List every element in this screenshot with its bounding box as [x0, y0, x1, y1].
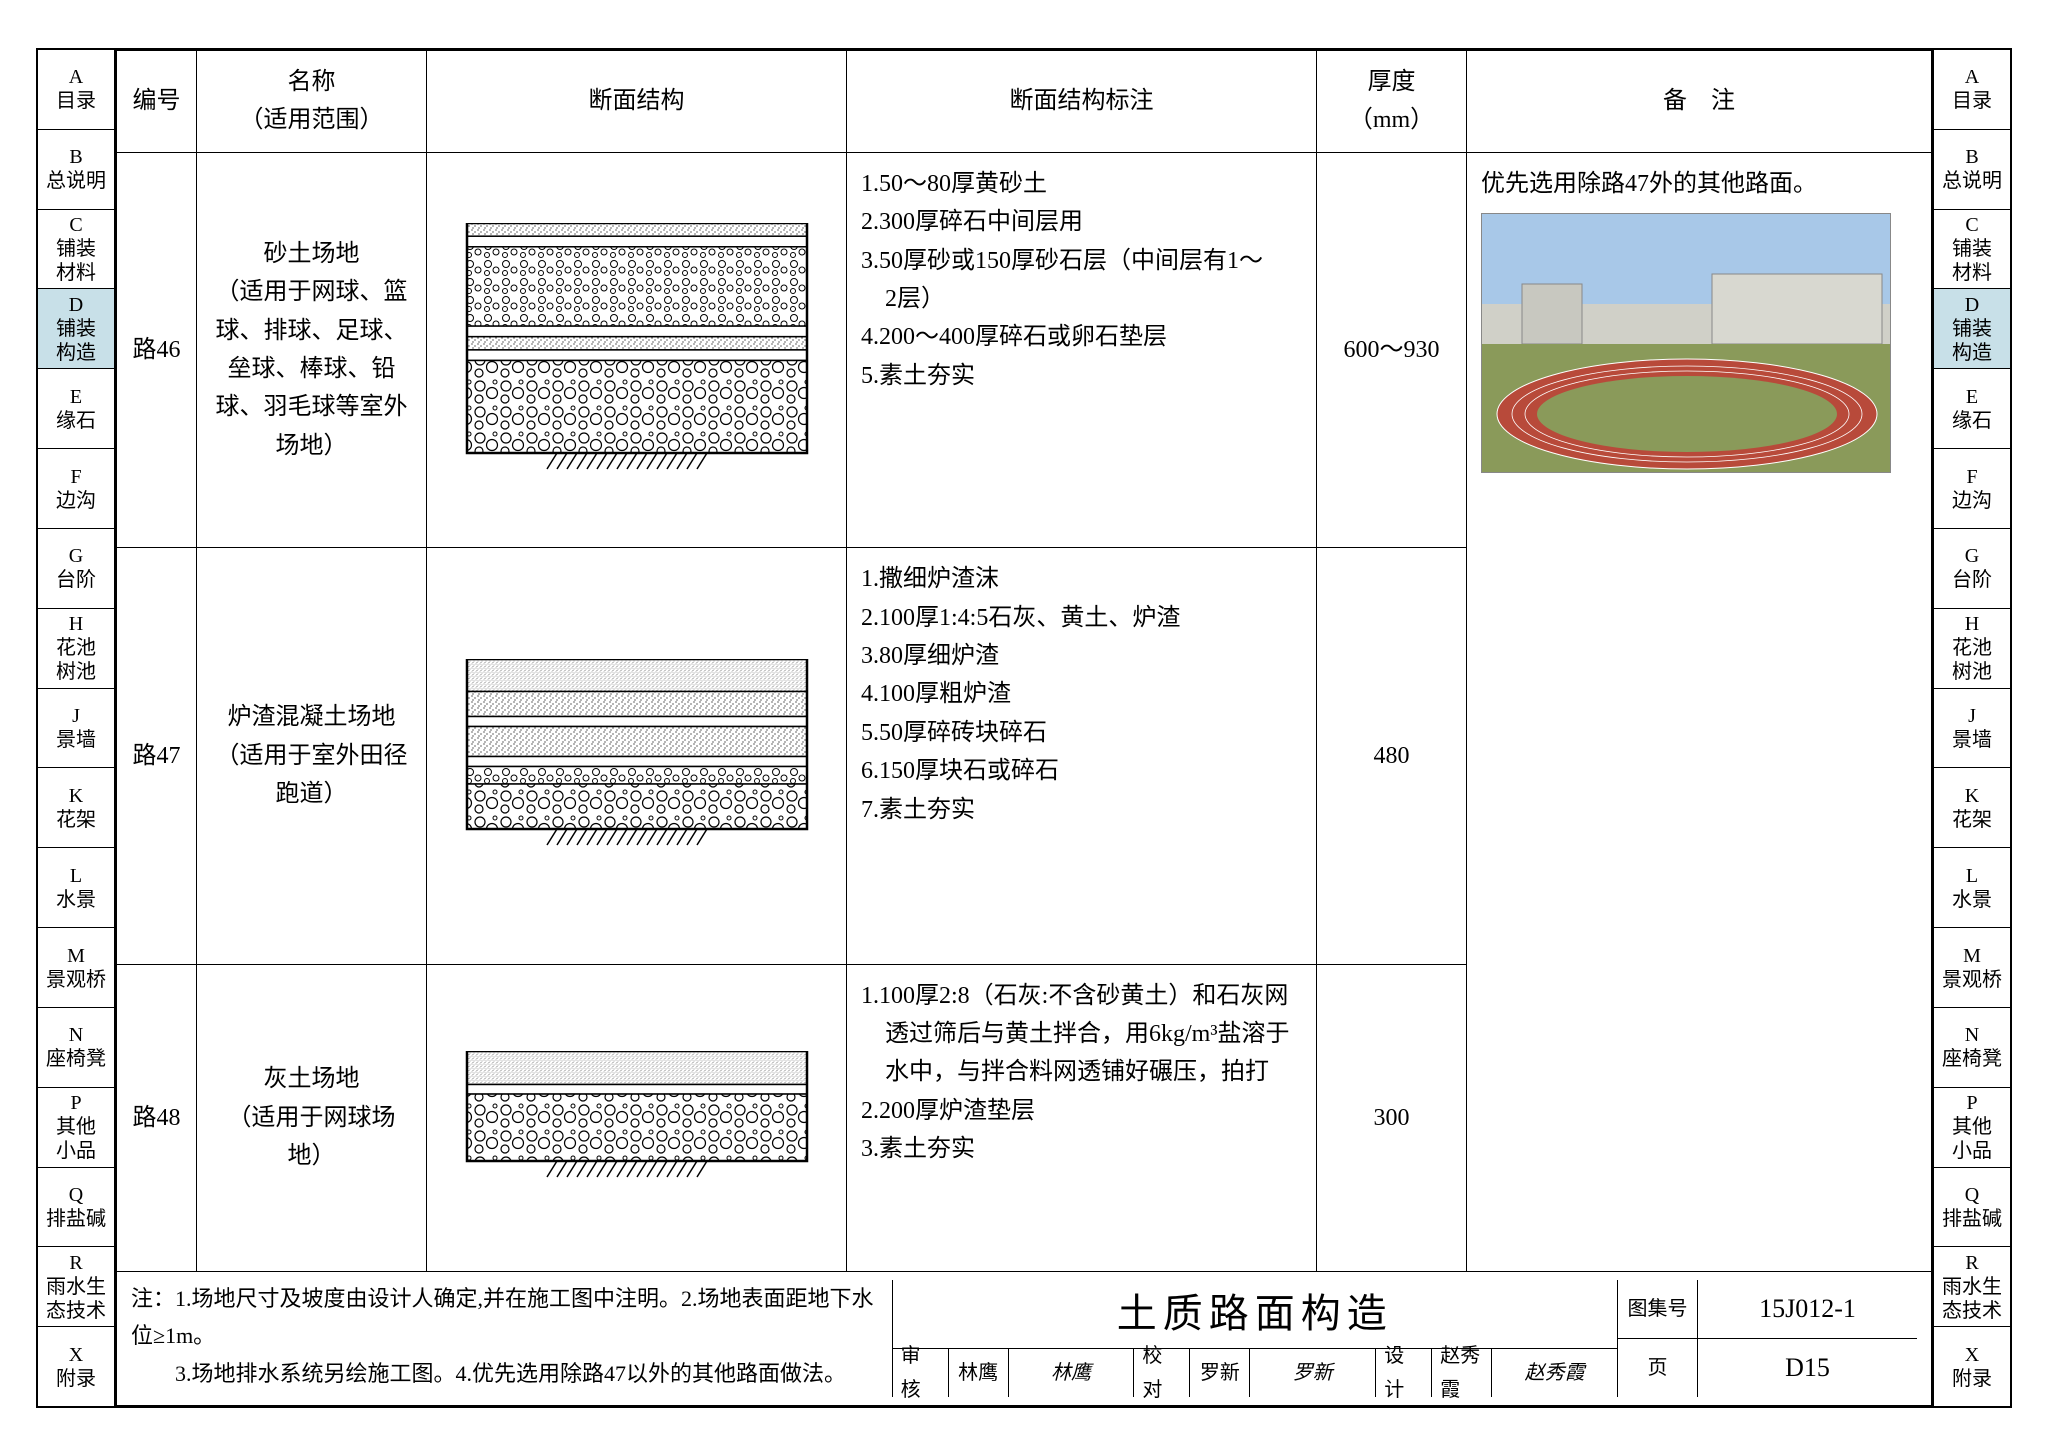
nav-item-P[interactable]: P其他小品 [1934, 1088, 2010, 1168]
header-num: 编号 [117, 51, 197, 153]
nav-item-K[interactable]: K花架 [1934, 768, 2010, 848]
nav-item-X[interactable]: X附录 [38, 1327, 114, 1406]
right-nav: A目录B总说明C铺装材料D铺装构造E缘石F边沟G台阶H花池树池J景墙K花架L水景… [1932, 48, 2012, 1408]
left-nav: A目录B总说明C铺装材料D铺装构造E缘石F边沟G台阶H花池树池J景墙K花架L水景… [36, 48, 116, 1408]
row-thick: 480 [1317, 548, 1467, 964]
sign-signature: 赵秀霞 [1492, 1349, 1617, 1397]
row-num: 路46 [117, 152, 197, 547]
reference-photo [1481, 213, 1891, 473]
nav-item-M[interactable]: M景观桥 [38, 928, 114, 1008]
row-name: 砂土场地（适用于网球、篮球、排球、足球、垒球、棒球、铅球、羽毛球等室外场地） [197, 152, 427, 547]
cross-section-diagram [447, 223, 827, 477]
nav-item-A[interactable]: A目录 [38, 50, 114, 130]
header-annot: 断面结构标注 [847, 51, 1317, 153]
row-num: 路47 [117, 548, 197, 964]
nav-item-B[interactable]: B总说明 [38, 130, 114, 210]
nav-item-X[interactable]: X附录 [1934, 1327, 2010, 1406]
nav-item-G[interactable]: G台阶 [1934, 529, 2010, 609]
header-struct: 断面结构 [427, 51, 847, 153]
nav-item-F[interactable]: F边沟 [1934, 449, 2010, 529]
nav-item-G[interactable]: G台阶 [38, 529, 114, 609]
nav-item-A[interactable]: A目录 [1934, 50, 2010, 130]
nav-item-Q[interactable]: Q排盐碱 [1934, 1168, 2010, 1248]
nav-item-C[interactable]: C铺装材料 [38, 210, 114, 290]
nav-item-F[interactable]: F边沟 [38, 449, 114, 529]
row-struct [427, 964, 847, 1272]
header-thick: 厚度（mm） [1317, 51, 1467, 153]
row-name: 灰土场地（适用于网球场地） [197, 964, 427, 1272]
nav-item-R[interactable]: R雨水生态技术 [1934, 1247, 2010, 1327]
row-annot: 1.撒细炉渣沫2.100厚1:4:5石灰、黄土、炉渣3.80厚细炉渣4.100厚… [847, 548, 1317, 964]
row-num: 路48 [117, 964, 197, 1272]
sign-signature: 林鹰 [1009, 1349, 1135, 1397]
header-name: 名称（适用范围） [197, 51, 427, 153]
sign-label: 审核 [893, 1349, 949, 1397]
header-note: 备 注 [1467, 51, 1932, 153]
sign-label: 设计 [1376, 1349, 1432, 1397]
nav-item-R[interactable]: R雨水生态技术 [38, 1247, 114, 1327]
nav-item-N[interactable]: N座椅凳 [38, 1008, 114, 1088]
footer-notes: 注：1.场地尺寸及坡度由设计人确定,并在施工图中注明。2.场地表面距地下水位≥1… [131, 1280, 892, 1397]
nav-item-J[interactable]: J景墙 [38, 689, 114, 769]
nav-item-C[interactable]: C铺装材料 [1934, 210, 2010, 290]
nav-item-H[interactable]: H花池树池 [38, 609, 114, 689]
sign-name: 赵秀霞 [1432, 1349, 1492, 1397]
row-thick: 600～930 [1317, 152, 1467, 547]
code-page-value: D15 [1698, 1339, 1917, 1397]
nav-item-E[interactable]: E缘石 [1934, 369, 2010, 449]
nav-item-D[interactable]: D铺装构造 [1934, 289, 2010, 369]
nav-item-K[interactable]: K花架 [38, 768, 114, 848]
cross-section-diagram [447, 659, 827, 853]
code-page-label: 页 [1618, 1339, 1698, 1397]
drawing-title: 土质路面构造 [893, 1280, 1617, 1349]
row-struct [427, 152, 847, 547]
nav-item-Q[interactable]: Q排盐碱 [38, 1168, 114, 1248]
row-name: 炉渣混凝土场地（适用于室外田径跑道） [197, 548, 427, 964]
nav-item-D[interactable]: D铺装构造 [38, 289, 114, 369]
nav-item-E[interactable]: E缘石 [38, 369, 114, 449]
nav-item-L[interactable]: L水景 [38, 848, 114, 928]
sign-name: 林鹰 [949, 1349, 1009, 1397]
code-set-label: 图集号 [1618, 1280, 1698, 1338]
nav-item-L[interactable]: L水景 [1934, 848, 2010, 928]
nav-item-P[interactable]: P其他小品 [38, 1088, 114, 1168]
sign-signature: 罗新 [1250, 1349, 1376, 1397]
nav-item-N[interactable]: N座椅凳 [1934, 1008, 2010, 1088]
nav-item-J[interactable]: J景墙 [1934, 689, 2010, 769]
row-annot: 1.50～80厚黄砂土2.300厚碎石中间层用3.50厚砂或150厚砂石层（中间… [847, 152, 1317, 547]
row-note: 优先选用除路47外的其他路面。 [1467, 152, 1932, 1271]
cross-section-diagram [447, 1051, 827, 1185]
row-struct [427, 548, 847, 964]
code-set-value: 15J012-1 [1698, 1280, 1917, 1338]
construction-table: 编号名称（适用范围）断面结构断面结构标注厚度（mm）备 注 路46砂土场地（适用… [116, 50, 1932, 1272]
nav-item-H[interactable]: H花池树池 [1934, 609, 2010, 689]
sign-label: 校对 [1134, 1349, 1190, 1397]
nav-item-B[interactable]: B总说明 [1934, 130, 2010, 210]
row-thick: 300 [1317, 964, 1467, 1272]
sign-name: 罗新 [1190, 1349, 1250, 1397]
row-annot: 1.100厚2:8（石灰:不含砂黄土）和石灰网 透过筛后与黄土拌合，用6kg/m… [847, 964, 1317, 1272]
nav-item-M[interactable]: M景观桥 [1934, 928, 2010, 1008]
